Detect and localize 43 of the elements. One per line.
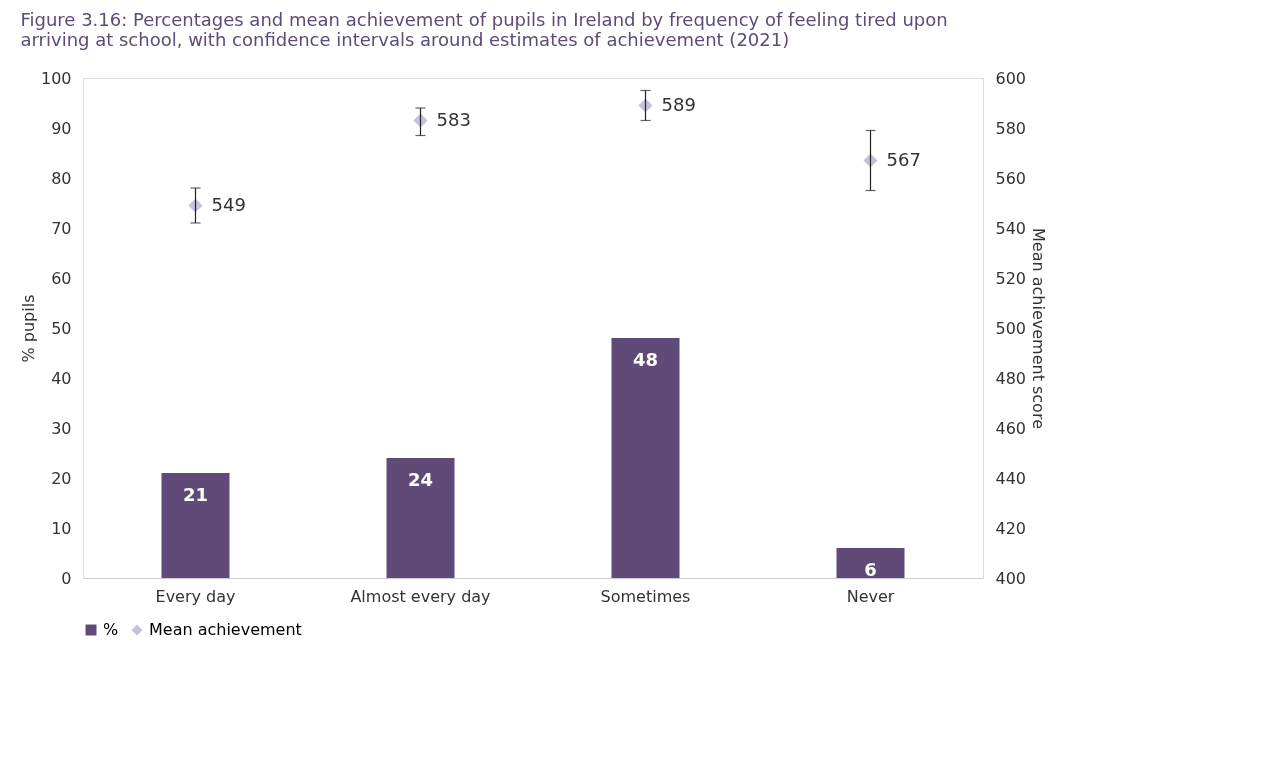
y-tick-label: 70 [51,218,72,238]
y2-tick-label: 480 [995,368,1027,388]
legend-label: Mean achievement [149,620,302,639]
y-tick-label: 40 [51,368,72,388]
data-label: 6 [864,559,877,580]
y-tick-label: 80 [51,168,72,188]
y-axis-title: % pupils [18,294,38,363]
y-tick-label: 90 [51,118,72,138]
y2-tick-label: 440 [995,468,1027,488]
y2-tick-label: 500 [995,318,1027,338]
y2-axis-title: Mean achievement score [1029,228,1049,429]
y2-tick-label: 580 [995,118,1027,138]
x-tick-label: Every day [155,586,236,606]
y-tick-label: 0 [61,568,72,588]
y2-tick-label: 560 [995,168,1027,188]
data-label: 549 [211,193,246,215]
y-tick-label: 50 [51,318,72,338]
data-label: 24 [407,469,434,490]
bar [836,548,905,578]
y2-tick-label: 420 [995,518,1027,538]
y2-tick-label: 540 [995,218,1027,238]
chart-title: Figure 3.16: Percentages and mean achievement of pupils in Ireland by frequency of feeling tired upon arriving at school, with confidence intervals around estimates of achievement (2021) [20,9,948,50]
y2-tick-label: 600 [995,68,1027,88]
data-label: 567 [886,148,921,170]
y-tick-label: 20 [51,468,72,488]
y-tick-label: 100 [40,68,72,88]
data-label: 583 [436,108,471,130]
y2-tick-label: 520 [995,268,1027,288]
y2-tick-label: 400 [995,568,1027,588]
y-tick-label: 60 [51,268,72,288]
data-label: 589 [661,93,696,115]
y-tick-label: 10 [51,518,72,538]
y2-tick-label: 460 [995,418,1027,438]
data-label: 48 [632,349,659,370]
data-label: 21 [182,484,209,505]
x-tick-label: Sometimes [600,586,691,606]
x-tick-label: Never [846,586,895,606]
x-tick-label: Almost every day [350,586,491,606]
y-tick-label: 30 [51,418,72,438]
bar [386,458,455,578]
bar [611,338,680,578]
legend-label: % [103,620,119,639]
bar [161,473,230,578]
